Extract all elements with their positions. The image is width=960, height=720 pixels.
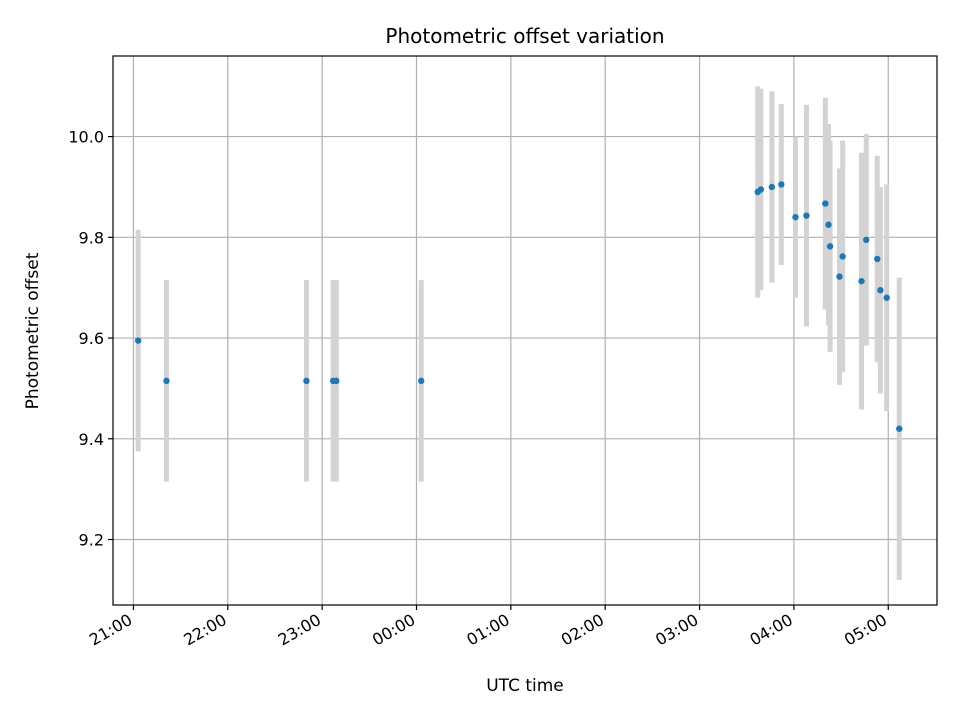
data-point <box>418 377 425 385</box>
data-point <box>839 253 846 260</box>
x-tick-label: 03:00 <box>652 610 701 650</box>
grid <box>113 56 937 605</box>
data-point <box>896 425 903 432</box>
data-point <box>163 377 170 385</box>
x-tick-label: 00:00 <box>369 610 418 650</box>
data-point <box>303 377 310 385</box>
data-point <box>836 273 843 280</box>
data-point <box>825 221 832 228</box>
data-point <box>134 337 142 344</box>
x-tick-label: 23:00 <box>275 610 324 650</box>
chart-title: Photometric offset variation <box>385 24 664 48</box>
x-tick-label: 05:00 <box>841 610 890 650</box>
data-point <box>757 186 765 193</box>
y-tick-label: 9.2 <box>79 531 104 550</box>
data-point <box>874 255 881 263</box>
error-bars <box>135 86 902 580</box>
y-tick-label: 10.0 <box>68 128 104 147</box>
data-point <box>826 243 834 250</box>
y-tick-label: 9.4 <box>79 430 104 449</box>
data-point <box>333 377 340 385</box>
data-point <box>863 236 870 244</box>
plot-frame <box>112 55 938 606</box>
data-point <box>877 287 884 294</box>
x-tick-label: 02:00 <box>558 610 607 650</box>
x-tick-label: 21:00 <box>86 610 135 650</box>
x-axis: 21:00 22:00 23:00 00:00 01:00 02:00 03:00 04:00… <box>86 605 890 650</box>
data-point <box>768 183 776 191</box>
y-axis: 9.2 9.4 9.6 9.8 10.0 <box>68 128 113 550</box>
x-axis-label: UTC time <box>486 676 564 696</box>
x-tick-label: 01:00 <box>463 610 512 650</box>
data-point <box>803 212 810 219</box>
data-point <box>822 200 829 207</box>
data-point <box>792 213 799 221</box>
y-tick-label: 9.8 <box>79 228 104 247</box>
x-tick-label: 04:00 <box>746 610 795 650</box>
y-axis-label: Photometric offset <box>23 252 43 409</box>
x-tick-label: 22:00 <box>180 610 229 650</box>
data-point <box>883 294 890 301</box>
y-tick-label: 9.6 <box>79 329 104 348</box>
data-points <box>134 181 903 432</box>
data-point <box>778 181 785 188</box>
data-point <box>858 277 865 285</box>
